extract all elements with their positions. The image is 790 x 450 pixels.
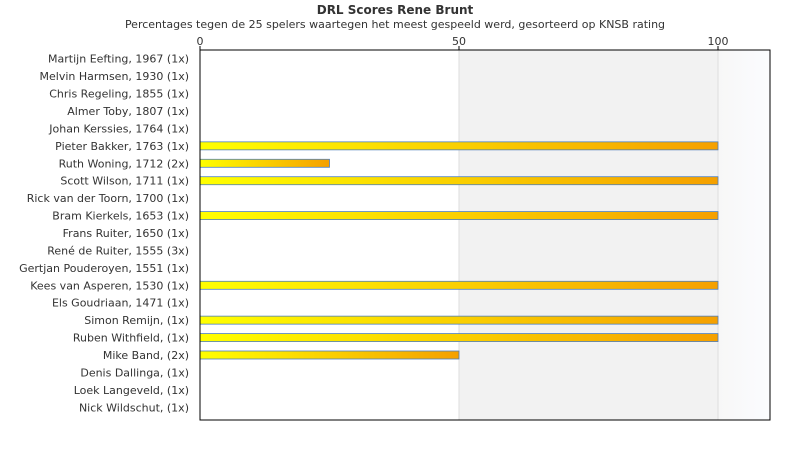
- bar: [199, 158, 330, 168]
- category-label: Ruben Withfield, (1x): [73, 332, 189, 345]
- category-label: Chris Regeling, 1855 (1x): [49, 88, 189, 101]
- chart-title: DRL Scores Rene Brunt: [316, 3, 474, 17]
- plot-border: [199, 49, 771, 421]
- category-label: Rick van der Toorn, 1700 (1x): [27, 192, 189, 205]
- x-tick-label: 0: [197, 35, 204, 48]
- category-label: Scott Wilson, 1711 (1x): [60, 175, 189, 188]
- category-label: Kees van Asperen, 1530 (1x): [30, 279, 189, 292]
- category-label: Denis Dallinga, (1x): [80, 366, 189, 379]
- bar: [199, 141, 719, 151]
- bar: [199, 211, 719, 220]
- category-label: Pieter Bakker, 1763 (1x): [55, 140, 189, 153]
- category-label: Mike Band, (2x): [103, 349, 189, 362]
- bar: [199, 333, 719, 342]
- x-tick-label: 100: [708, 35, 729, 48]
- plot-frame: [199, 49, 771, 421]
- category-label: René de Ruiter, 1555 (3x): [47, 244, 189, 257]
- category-label: Johan Kerssies, 1764 (1x): [48, 122, 189, 135]
- category-label: Martijn Eefting, 1967 (1x): [48, 53, 189, 66]
- category-label: Bram Kierkels, 1653 (1x): [52, 210, 189, 223]
- category-label: Almer Toby, 1807 (1x): [67, 105, 189, 118]
- bar: [199, 176, 719, 186]
- category-label: Loek Langeveld, (1x): [74, 384, 189, 397]
- x-tick-label: 50: [452, 35, 466, 48]
- band-50-100: [459, 50, 718, 420]
- chart-subtitle: Percentages tegen de 25 spelers waartege…: [124, 18, 666, 31]
- band-100-plus: [718, 50, 770, 420]
- bar: [199, 350, 460, 360]
- category-label: Nick Wildschut, (1x): [79, 401, 189, 414]
- category-label: Gertjan Pouderoyen, 1551 (1x): [19, 262, 189, 275]
- category-label: Els Goudriaan, 1471 (1x): [52, 297, 189, 310]
- bar: [199, 280, 719, 290]
- category-label: Melvin Harmsen, 1930 (1x): [40, 70, 189, 83]
- plot-background: [459, 50, 770, 420]
- category-label: Simon Remijn, (1x): [84, 314, 189, 327]
- category-labels: Martijn Eefting, 1967 (1x) Melvin Harmsen…: [19, 53, 189, 415]
- category-label: Ruth Woning, 1712 (2x): [59, 157, 189, 170]
- category-label: Frans Ruiter, 1650 (1x): [63, 227, 189, 240]
- bar: [199, 315, 719, 325]
- x-axis-ticks: 0 50 100: [197, 35, 729, 50]
